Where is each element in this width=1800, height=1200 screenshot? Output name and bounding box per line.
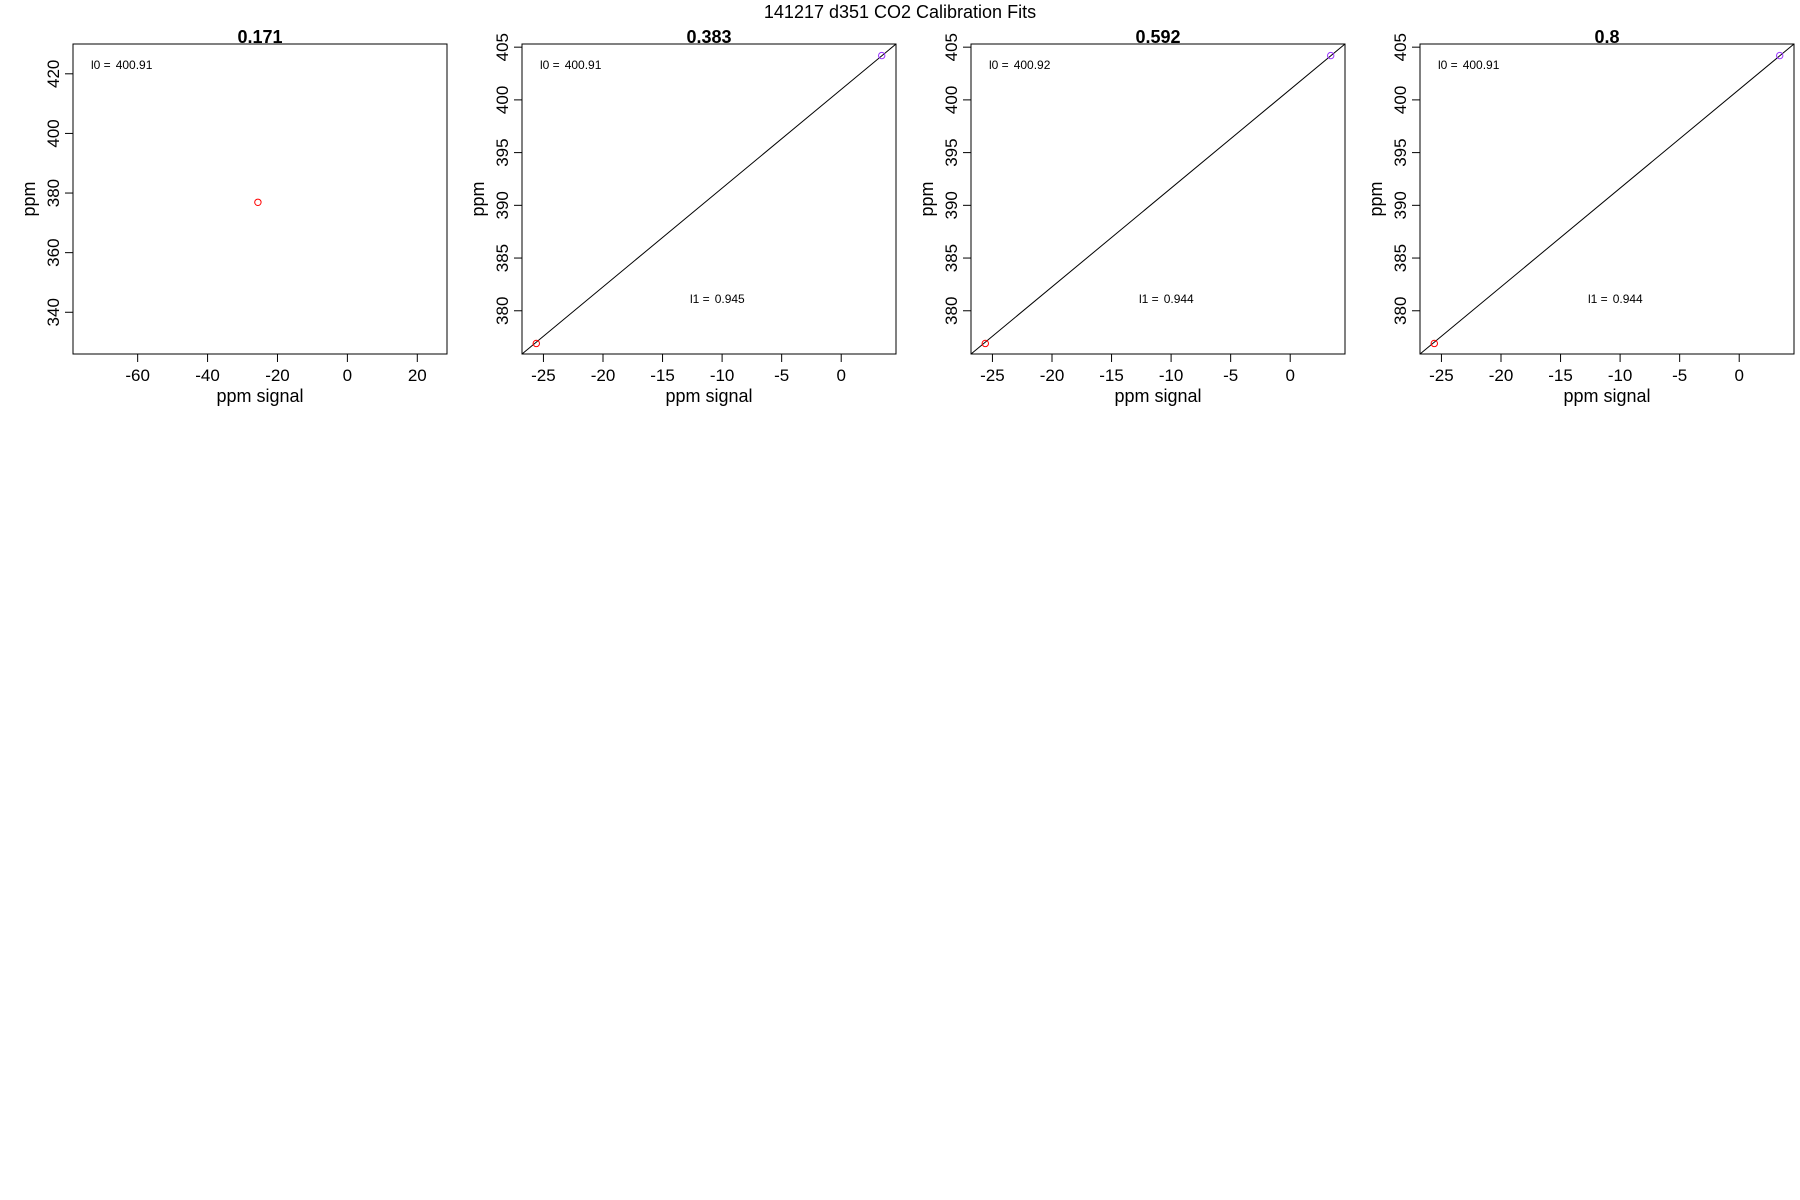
x-tick-label: -5 bbox=[1223, 366, 1238, 385]
y-tick-label: 385 bbox=[493, 244, 512, 272]
fit-line bbox=[971, 44, 1345, 354]
fit-line bbox=[1420, 44, 1794, 354]
y-tick-label: 405 bbox=[1391, 33, 1410, 61]
x-axis-label: ppm signal bbox=[1563, 386, 1650, 406]
plot-panel-3: 0.592 -25 -20 -15 -10 -5 0 ppm signal 380 385 390 3… bbox=[917, 27, 1346, 406]
x-tick-label: -25 bbox=[531, 366, 556, 385]
annotation-value: 400.91 bbox=[1463, 58, 1500, 72]
y-tick-label: 400 bbox=[942, 86, 961, 114]
plot-panel-1: 0.171 -60 -40 -20 0 20 ppm signal 340 360 380 400 4… bbox=[19, 27, 448, 406]
x-tick-label: -15 bbox=[1099, 366, 1124, 385]
x-axis-label: ppm signal bbox=[216, 386, 303, 406]
y-tick-label: 405 bbox=[493, 33, 512, 61]
y-tick-label: 380 bbox=[1391, 297, 1410, 325]
y-tick-label: 380 bbox=[44, 179, 63, 207]
y-tick-label: 405 bbox=[942, 33, 961, 61]
fit-annotation: l1 = 0.945 bbox=[690, 292, 745, 306]
x-tick-label: -20 bbox=[1489, 366, 1514, 385]
x-tick-label: 0 bbox=[343, 366, 352, 385]
y-tick-label: 380 bbox=[942, 297, 961, 325]
x-tick-label: 0 bbox=[836, 366, 845, 385]
y-tick-label: 400 bbox=[493, 86, 512, 114]
x-tick-label: 0 bbox=[1734, 366, 1743, 385]
y-tick-label: 395 bbox=[493, 138, 512, 166]
x-tick-label: 0 bbox=[1285, 366, 1294, 385]
y-tick-label: 400 bbox=[1391, 86, 1410, 114]
y-axis-label: ppm bbox=[1366, 181, 1386, 216]
annotation-value: 0.945 bbox=[715, 292, 745, 306]
x-tick-label: -20 bbox=[591, 366, 616, 385]
plot-title: 0.592 bbox=[1135, 27, 1180, 47]
x-tick-label: -60 bbox=[125, 366, 150, 385]
y-tick-label: 390 bbox=[493, 191, 512, 219]
y-tick-label: 400 bbox=[44, 119, 63, 147]
x-tick-label: -25 bbox=[1429, 366, 1454, 385]
annotation-value: 0.944 bbox=[1613, 292, 1643, 306]
x-tick-label: -10 bbox=[710, 366, 735, 385]
annotation-label: l0 = bbox=[540, 58, 560, 72]
data-point bbox=[532, 339, 540, 348]
y-tick-label: 395 bbox=[942, 138, 961, 166]
y-tick-label: 420 bbox=[44, 60, 63, 88]
y-tick-label: 360 bbox=[44, 238, 63, 266]
annotation-label: l0 = bbox=[1438, 58, 1458, 72]
data-point bbox=[981, 339, 989, 348]
annotation-label: l1 = bbox=[690, 292, 710, 306]
data-point bbox=[1776, 51, 1784, 60]
plot-panel-2: 0.383 -25 -20 -15 -10 -5 0 ppm signal 380 385 390 3… bbox=[468, 27, 897, 406]
fit-annotation: l1 = 0.944 bbox=[1139, 292, 1194, 306]
data-point bbox=[254, 198, 262, 206]
annotation-label: l0 = bbox=[989, 58, 1009, 72]
panels-group: 0.171 -60 -40 -20 0 20 ppm signal 340 360 380 400 4… bbox=[19, 27, 1795, 406]
y-axis-label: ppm bbox=[19, 181, 39, 216]
y-tick-label: 390 bbox=[942, 191, 961, 219]
data-point bbox=[878, 51, 886, 60]
y-axis-label: ppm bbox=[917, 181, 937, 216]
data-point bbox=[1327, 51, 1335, 60]
annotation-label: l1 = bbox=[1139, 292, 1159, 306]
y-axis-label: ppm bbox=[468, 181, 488, 216]
plot-panel-4: 0.8 -25 -20 -15 -10 -5 0 ppm signal 380 385 390 395… bbox=[1366, 27, 1795, 406]
y-tick-label: 340 bbox=[44, 298, 63, 326]
plot-title: 0.383 bbox=[686, 27, 731, 47]
plot-title: 0.171 bbox=[237, 27, 282, 47]
annotation-value: 400.91 bbox=[565, 58, 602, 72]
x-tick-label: -5 bbox=[1672, 366, 1687, 385]
y-tick-label: 395 bbox=[1391, 138, 1410, 166]
plot-frame bbox=[72, 43, 448, 355]
fit-annotation: l0 = 400.91 bbox=[91, 58, 153, 72]
x-tick-label: -5 bbox=[774, 366, 789, 385]
annotation-label: l1 = bbox=[1588, 292, 1608, 306]
x-tick-label: -40 bbox=[195, 366, 220, 385]
x-tick-label: -10 bbox=[1159, 366, 1184, 385]
figure-suptitle: 141217 d351 CO2 Calibration Fits bbox=[764, 2, 1036, 22]
annotation-label: l0 = bbox=[91, 58, 111, 72]
y-tick-label: 385 bbox=[1391, 244, 1410, 272]
annotation-value: 0.944 bbox=[1164, 292, 1194, 306]
x-tick-label: -10 bbox=[1608, 366, 1633, 385]
y-tick-label: 385 bbox=[942, 244, 961, 272]
annotation-value: 400.91 bbox=[116, 58, 153, 72]
x-tick-label: -15 bbox=[1548, 366, 1573, 385]
fit-annotation: l0 = 400.91 bbox=[540, 58, 602, 72]
fit-annotation: l0 = 400.91 bbox=[1438, 58, 1500, 72]
fit-annotation: l1 = 0.944 bbox=[1588, 292, 1643, 306]
x-axis-label: ppm signal bbox=[1114, 386, 1201, 406]
y-tick-label: 380 bbox=[493, 297, 512, 325]
data-point bbox=[1430, 339, 1438, 348]
x-tick-label: -20 bbox=[265, 366, 290, 385]
x-tick-label: 20 bbox=[408, 366, 427, 385]
annotation-value: 400.92 bbox=[1014, 58, 1051, 72]
fit-line bbox=[522, 44, 896, 354]
fit-annotation: l0 = 400.92 bbox=[989, 58, 1051, 72]
x-tick-label: -20 bbox=[1040, 366, 1065, 385]
x-tick-label: -25 bbox=[980, 366, 1005, 385]
x-tick-label: -15 bbox=[650, 366, 675, 385]
x-axis-label: ppm signal bbox=[665, 386, 752, 406]
y-tick-label: 390 bbox=[1391, 191, 1410, 219]
plot-title: 0.8 bbox=[1594, 27, 1619, 47]
